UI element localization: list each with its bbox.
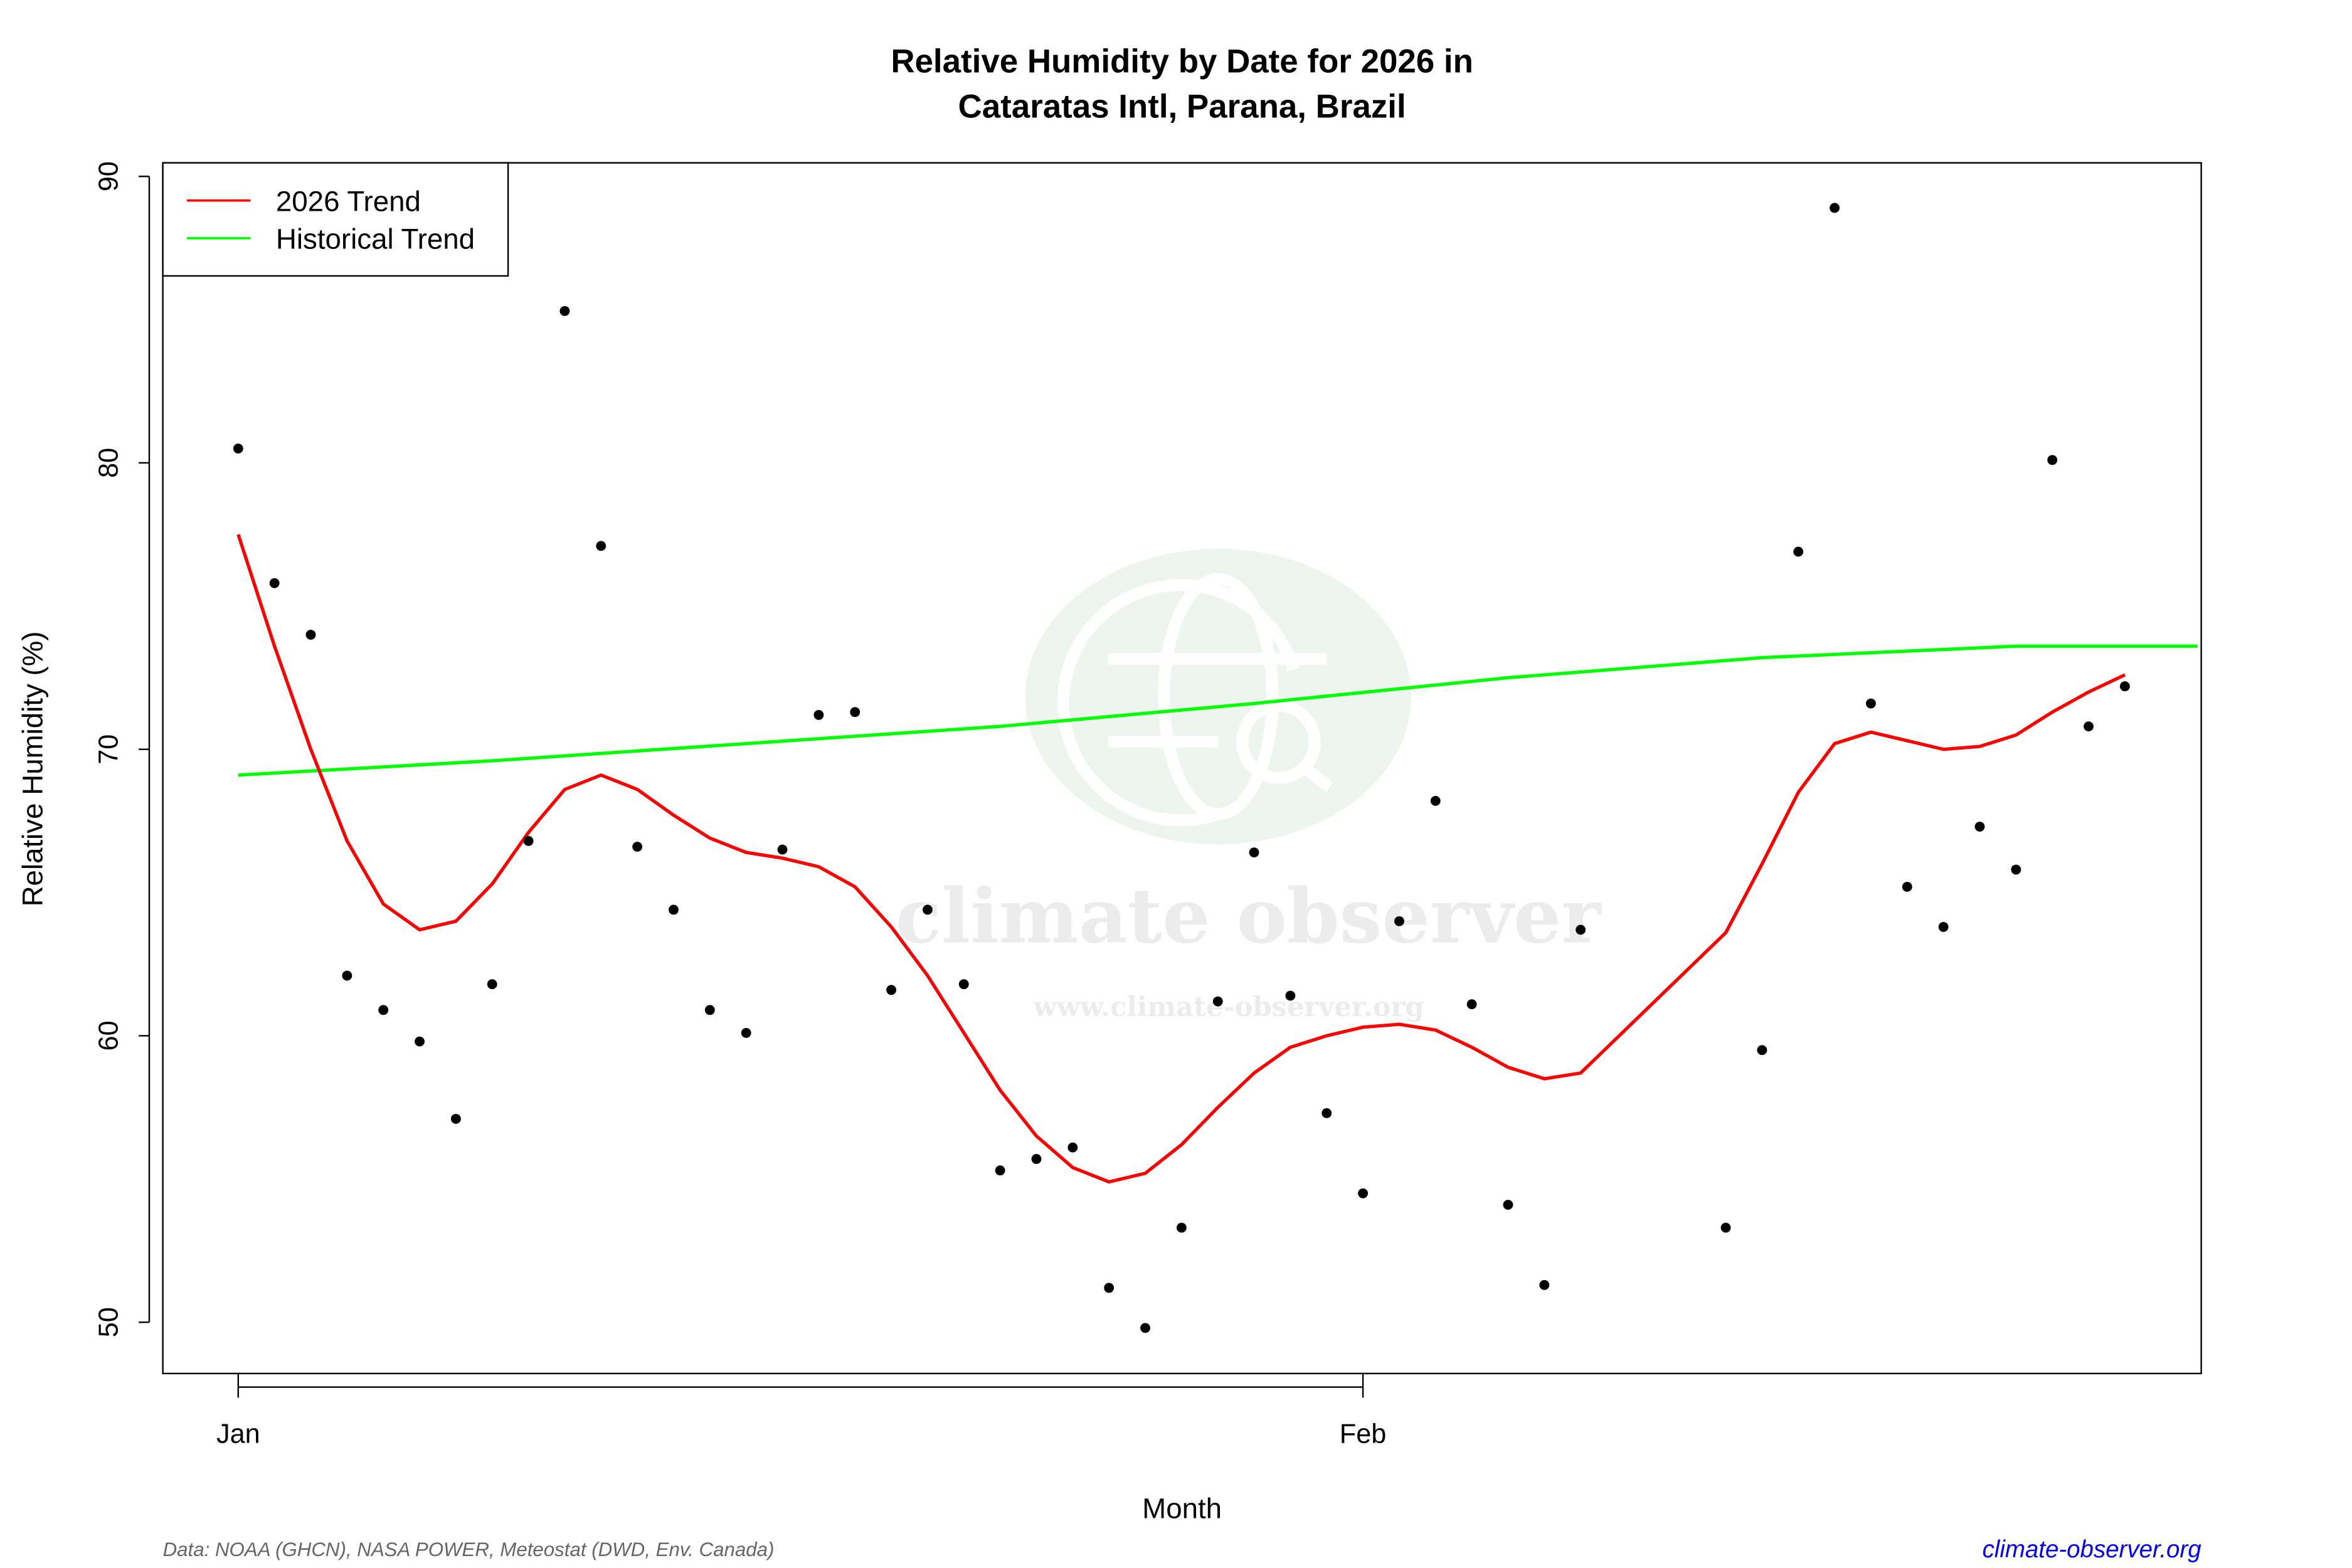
x-tick-label: Feb — [1340, 1419, 1387, 1449]
chart-title-line2: Cataratas Intl, Parana, Brazil — [958, 88, 1406, 125]
data-point — [1576, 924, 1586, 935]
data-point — [1830, 203, 1840, 213]
data-point — [669, 904, 679, 915]
series-line-2026-trend — [236, 534, 2126, 1184]
data-point — [415, 1036, 425, 1047]
data-point — [2119, 681, 2130, 692]
plot-frame — [162, 162, 2202, 1375]
data-point — [1176, 1222, 1187, 1233]
data-point — [1720, 1222, 1731, 1233]
legend-label-historical-trend: Historical Trend — [276, 223, 475, 255]
data-point — [596, 541, 607, 551]
data-point — [813, 709, 824, 720]
site-link[interactable]: climate-observer.org — [1983, 1536, 2202, 1563]
data-point — [922, 904, 933, 915]
y-axis: 50 60 70 80 90 — [94, 161, 151, 1337]
data-point — [1430, 795, 1441, 806]
data-point — [1322, 1108, 1332, 1118]
data-point — [233, 443, 243, 454]
data-point — [632, 842, 643, 852]
legend-label-2026-trend: 2026 Trend — [276, 186, 421, 218]
data-point — [1866, 698, 1876, 709]
data-point — [1793, 546, 1804, 557]
data-point — [1466, 999, 1477, 1010]
x-axis: Jan Feb — [216, 1373, 1387, 1449]
watermark-name: climate observer — [896, 872, 1602, 960]
data-point — [1067, 1142, 1078, 1153]
data-point — [1358, 1188, 1369, 1199]
data-point — [487, 979, 497, 990]
data-point — [342, 970, 352, 981]
x-tick-label: Jan — [216, 1419, 260, 1449]
data-point — [269, 578, 280, 588]
data-point — [450, 1113, 461, 1124]
legend: 2026 Trend Historical Trend — [162, 162, 509, 277]
y-tick-label: 50 — [94, 1307, 124, 1337]
data-point — [777, 844, 788, 855]
y-tick-label: 80 — [94, 448, 124, 478]
data-point — [559, 305, 570, 316]
series-line-historical-trend — [238, 644, 2198, 777]
legend-box — [162, 162, 509, 277]
data-point — [523, 835, 534, 846]
site-link-text[interactable]: climate-observer.org — [1983, 1536, 2202, 1563]
data-point — [305, 630, 316, 640]
data-point — [1974, 822, 1985, 832]
data-point — [378, 1005, 389, 1015]
data-point — [1938, 921, 1949, 932]
data-source-note: Data: NOAA (GHCN), NASA POWER, Meteostat… — [163, 1539, 775, 1560]
data-point — [1249, 847, 1259, 858]
y-tick-label: 90 — [94, 161, 124, 191]
data-point — [741, 1027, 751, 1038]
data-point — [2084, 721, 2094, 732]
data-point — [704, 1005, 715, 1015]
y-tick-label: 60 — [94, 1020, 124, 1051]
data-point — [1212, 996, 1223, 1007]
data-point — [850, 707, 861, 718]
x-axis-label: Month — [1142, 1493, 1222, 1525]
data-point — [1031, 1153, 1042, 1164]
y-tick-label: 70 — [94, 734, 124, 765]
data-point — [995, 1165, 1005, 1176]
globe-search-icon — [1057, 573, 1333, 827]
data-point — [958, 979, 969, 990]
data-point — [2047, 455, 2058, 465]
chart-title-line1: Relative Humidity by Date for 2026 in — [891, 43, 1473, 80]
data-point — [1140, 1323, 1150, 1333]
data-point — [1503, 1199, 1513, 1210]
data-point — [1104, 1283, 1115, 1293]
watermark-url: www.climate-observer.org — [1033, 991, 1424, 1023]
data-point — [886, 985, 896, 995]
data-point — [1539, 1279, 1550, 1290]
data-point — [1285, 990, 1296, 1001]
data-point — [1394, 916, 1404, 926]
watermark: climate observer www.climate-observer.or… — [896, 549, 1602, 1023]
plot-area — [233, 203, 2198, 1333]
data-point — [1902, 882, 1912, 892]
data-point — [2011, 864, 2021, 875]
data-point — [1757, 1045, 1767, 1056]
y-axis-label: Relative Humidity (%) — [16, 632, 48, 907]
